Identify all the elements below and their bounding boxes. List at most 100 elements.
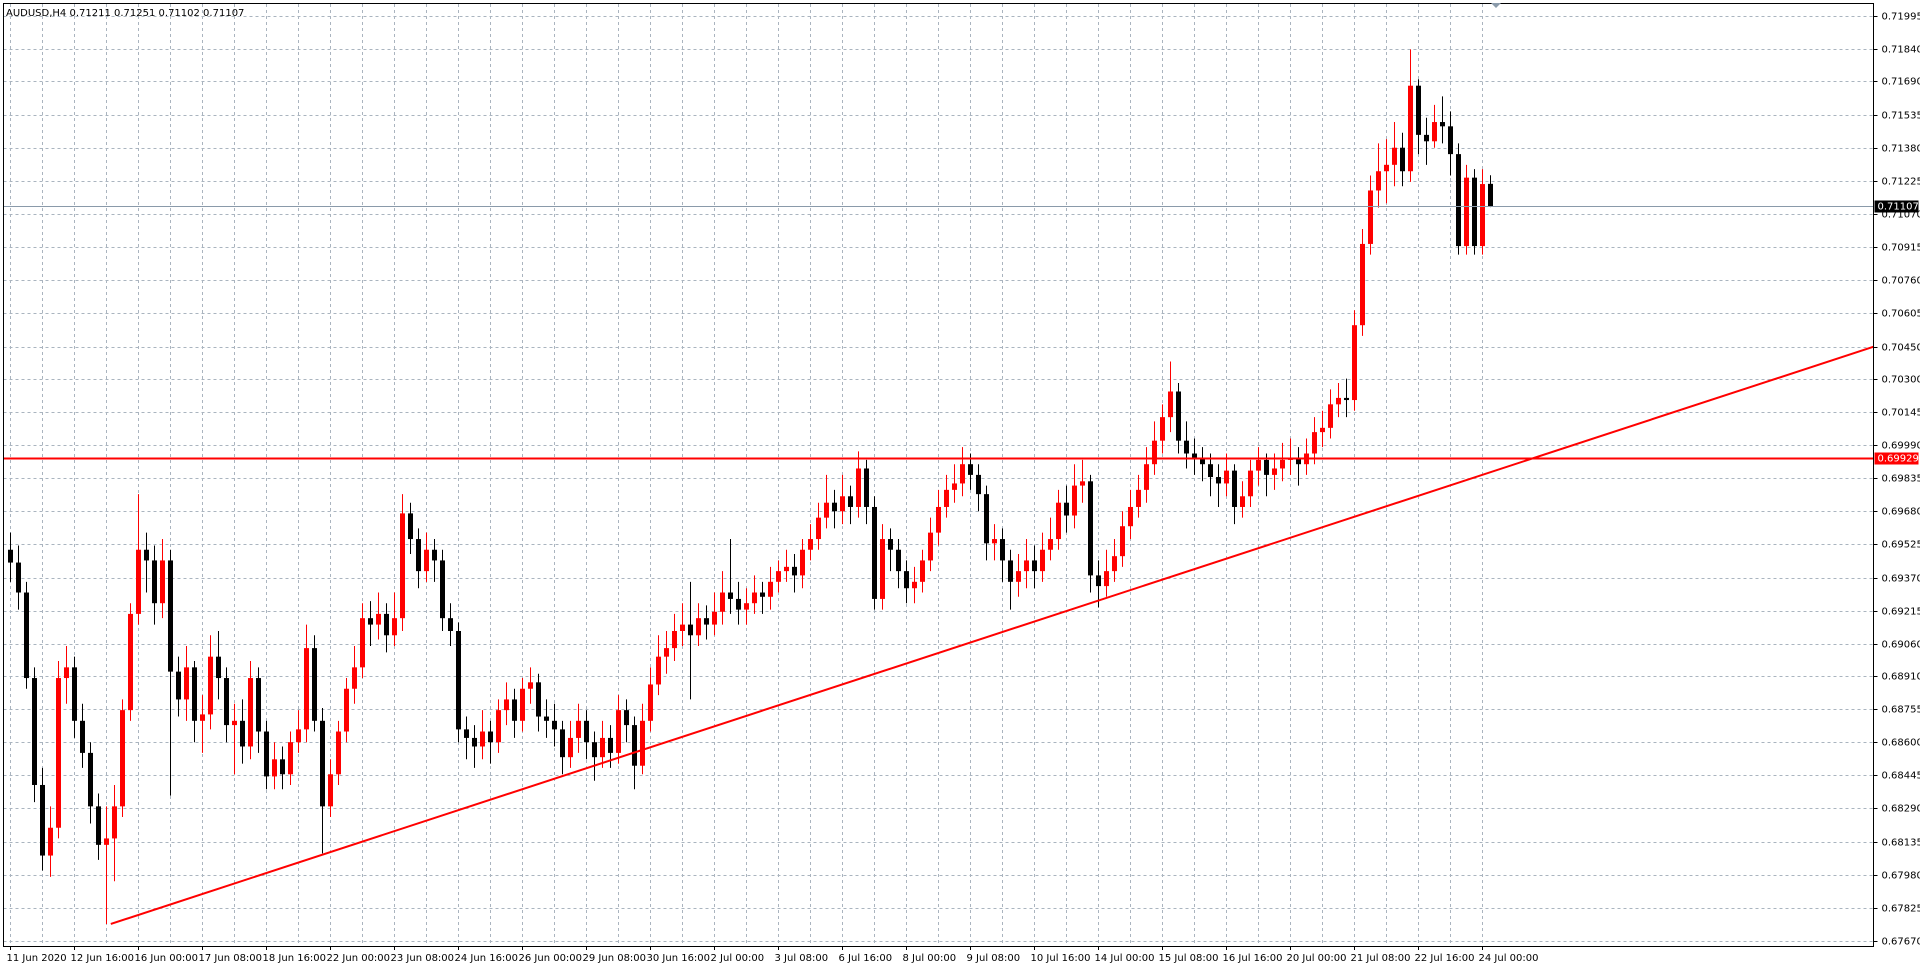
candle-body — [504, 699, 509, 711]
candle-body — [1216, 477, 1221, 484]
candle-body — [568, 737, 573, 758]
candle-body — [768, 581, 773, 597]
candle-body — [1168, 391, 1173, 418]
candle-body — [232, 720, 237, 726]
candle-body — [1416, 85, 1421, 135]
y-tick-label: 0.68290 — [1882, 804, 1920, 815]
candle-body — [72, 667, 77, 721]
candle-body — [376, 613, 381, 625]
candle-body — [752, 592, 757, 604]
candle-body — [128, 613, 133, 711]
candle-body — [920, 560, 925, 582]
candle-body — [968, 464, 973, 475]
candle-body — [1488, 183, 1493, 207]
candle-body — [512, 699, 517, 721]
candle-body — [816, 517, 821, 540]
candle-body — [776, 571, 781, 582]
candle-body — [1240, 496, 1245, 507]
x-tick-label: 20 Jul 00:00 — [1287, 953, 1347, 964]
y-tick-label: 0.69680 — [1882, 507, 1920, 518]
candle-body — [1424, 134, 1429, 142]
candle-body — [1408, 85, 1413, 172]
candle-body — [1152, 440, 1157, 465]
candle-body — [1480, 184, 1485, 247]
candle-body — [984, 494, 989, 544]
candle-body — [1176, 391, 1181, 441]
x-tick-label: 22 Jul 16:00 — [1415, 953, 1475, 964]
candle-body — [120, 710, 125, 807]
candle-body — [1256, 459, 1261, 471]
chart-shift-marker — [1491, 3, 1501, 8]
candle-body — [1432, 122, 1437, 142]
y-tick-label: 0.67825 — [1882, 904, 1920, 915]
candle-body — [152, 560, 157, 604]
candle-body — [632, 725, 637, 766]
candle-body — [792, 566, 797, 576]
y-tick-label: 0.71690 — [1882, 77, 1920, 88]
candle-body — [344, 688, 349, 732]
candle-body — [1312, 432, 1317, 454]
candle-body — [1320, 427, 1325, 433]
x-tick-label: 29 Jun 08:00 — [583, 953, 647, 964]
candle-body — [1088, 481, 1093, 576]
label-layer: 0.67670 0.67825 0.67980 0.68135 0.68290 0.684… — [7, 12, 1920, 965]
candle-body — [960, 464, 965, 484]
y-tick-label: 0.69525 — [1882, 540, 1920, 551]
candle-body — [336, 731, 341, 775]
candle-body — [1456, 154, 1461, 247]
candle-body — [1472, 177, 1477, 247]
y-tick-label: 0.71535 — [1882, 111, 1920, 122]
candle-body — [360, 618, 365, 668]
candle-body — [1160, 417, 1165, 441]
candle-body — [1368, 190, 1373, 244]
y-tick-label: 0.68445 — [1882, 771, 1920, 782]
candle-body — [872, 506, 877, 599]
x-tick-label: 16 Jul 16:00 — [1223, 953, 1283, 964]
candle-body — [1392, 147, 1397, 165]
y-tick-label: 0.71380 — [1882, 144, 1920, 155]
candle-body — [448, 618, 453, 632]
candle-body — [352, 667, 357, 689]
candle-body — [456, 631, 461, 730]
candle-body — [848, 496, 853, 507]
candle-body — [408, 513, 413, 540]
candle-body — [952, 483, 957, 490]
candle-body — [544, 716, 549, 721]
candle-body — [320, 720, 325, 807]
candle-body — [1080, 481, 1085, 486]
candle-body — [1016, 571, 1021, 582]
candle-body — [1120, 526, 1125, 557]
candle-body — [672, 631, 677, 649]
candle-body — [96, 806, 101, 845]
candle-body — [736, 598, 741, 610]
candle-body — [16, 562, 21, 593]
candle-body — [144, 549, 149, 561]
candle-body — [328, 774, 333, 807]
y-tick-label: 0.69370 — [1882, 574, 1920, 585]
candle-body — [312, 648, 317, 721]
candle-body — [1272, 468, 1277, 475]
candle-body — [392, 618, 397, 636]
y-tick-label: 0.69835 — [1882, 474, 1920, 485]
candle-body — [184, 667, 189, 700]
candle-body — [1296, 457, 1301, 465]
candle-body — [696, 618, 701, 636]
candle-body — [1440, 122, 1445, 127]
candle-body — [424, 549, 429, 572]
y-tick-label: 0.71995 — [1882, 12, 1920, 23]
candle-body — [896, 549, 901, 572]
candle-body — [1344, 397, 1349, 401]
candle-body — [280, 759, 285, 775]
x-tick-label: 14 Jul 00:00 — [1095, 953, 1155, 964]
candle-body — [176, 671, 181, 700]
candle-body — [1328, 404, 1333, 428]
candle-body — [472, 737, 477, 747]
candle-body — [560, 729, 565, 758]
candle-body — [840, 496, 845, 512]
y-tick-label: 0.70450 — [1882, 343, 1920, 354]
candle-body — [1024, 560, 1029, 572]
x-tick-label: 23 Jun 08:00 — [391, 953, 455, 964]
candle-body — [600, 737, 605, 758]
